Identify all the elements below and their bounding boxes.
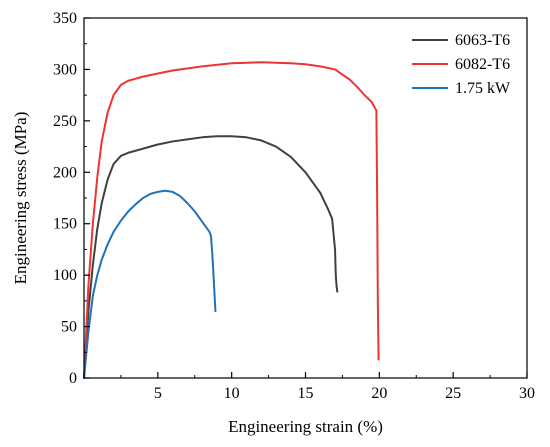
y-tick-label: 50 bbox=[61, 319, 77, 336]
y-axis-title: Engineering stress (MPa) bbox=[11, 112, 30, 285]
y-tick-label: 250 bbox=[53, 113, 77, 130]
x-axis-title: Engineering strain (%) bbox=[228, 417, 383, 436]
x-tick-label: 20 bbox=[371, 385, 387, 402]
series-line-3 bbox=[83, 189, 217, 379]
y-tick-label: 350 bbox=[53, 10, 77, 27]
y-tick-label: 300 bbox=[53, 61, 77, 78]
x-tick-label: 5 bbox=[154, 385, 162, 402]
series-line-1 bbox=[83, 135, 339, 379]
plot-area bbox=[83, 61, 380, 379]
legend-label-3: 1.75 kW bbox=[455, 80, 511, 97]
x-tick-label: 10 bbox=[224, 385, 240, 402]
x-tick-label: 30 bbox=[519, 385, 535, 402]
x-tick-label: 15 bbox=[298, 385, 314, 402]
x-tick-label: 25 bbox=[445, 385, 461, 402]
legend: 6063-T6 6082-T6 1.75 kW bbox=[412, 32, 511, 97]
legend-label-2: 6082-T6 bbox=[455, 56, 510, 73]
series-line-2 bbox=[83, 61, 380, 379]
y-tick-label: 150 bbox=[53, 216, 77, 233]
y-tick-label: 0 bbox=[69, 370, 77, 387]
y-tick-label: 100 bbox=[53, 267, 77, 284]
legend-label-1: 6063-T6 bbox=[455, 32, 510, 49]
y-tick-label: 200 bbox=[53, 164, 77, 181]
